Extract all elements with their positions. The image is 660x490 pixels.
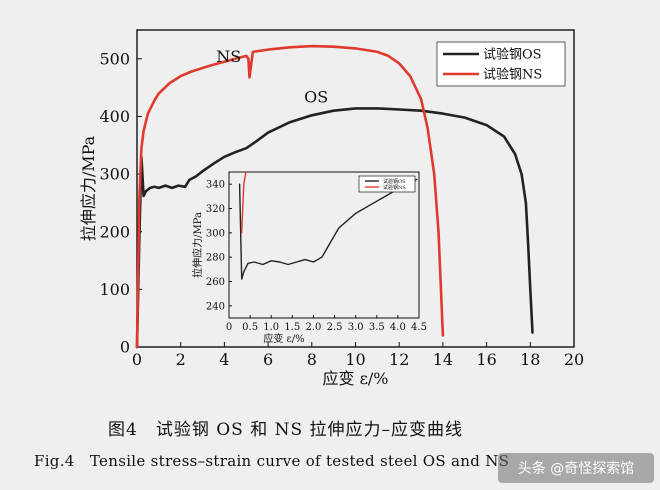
inset-y-tick-label: 320 — [206, 204, 225, 215]
inset-legend-box — [358, 175, 416, 193]
figure-caption-chinese: 图4 试验钢 OS 和 NS 拉伸应力–应变曲线 — [108, 420, 464, 440]
inset-y-tick-label: 260 — [206, 277, 225, 288]
inset-y-tick-label: 240 — [206, 301, 225, 312]
inset-x-tick-label: 0.5 — [242, 322, 258, 333]
x-tick-label: 20 — [564, 350, 584, 369]
legend-box — [436, 41, 566, 87]
inset-y-tick-label: 280 — [206, 253, 225, 264]
y-axis-label: 拉伸应力/MPa — [79, 135, 98, 241]
inset-series-line-ns — [240, 171, 247, 234]
x-tick-label: 16 — [476, 350, 496, 369]
y-tick-label: 400 — [99, 107, 130, 126]
inset-series-line-os — [238, 178, 418, 280]
inset-x-tick-label: 2.5 — [327, 322, 343, 333]
inset-x-axis-label: 应变 ε/% — [263, 332, 304, 345]
x-tick-label: 0 — [132, 350, 142, 369]
inset-y-tick-label: 340 — [206, 180, 225, 191]
series-line-ns — [135, 44, 445, 349]
legend-label-os: 试验钢OS — [483, 47, 542, 63]
inset-x-tick-label: 3.0 — [348, 322, 364, 333]
y-tick-label: 300 — [99, 165, 130, 184]
inset-chart: 0 0.5 1.0 1.5 2.0 2.5 3.0 3.5 4.0 4.5 240 260 280 300… — [191, 171, 427, 345]
x-tick-label: 10 — [345, 350, 365, 369]
x-tick-label: 8 — [307, 350, 317, 369]
x-tick-label: 4 — [219, 350, 229, 369]
inset-y-tick-label: 300 — [206, 228, 225, 239]
inset-x-tick-label: 0 — [226, 322, 232, 333]
inset-x-tick-label: 1.5 — [284, 322, 300, 333]
y-tick-label: 500 — [99, 49, 130, 68]
x-tick-label: 2 — [176, 350, 186, 369]
inset-x-tick-label: 4.0 — [390, 322, 406, 333]
y-tick-label: 100 — [99, 280, 130, 299]
x-tick-label: 14 — [433, 350, 453, 369]
legend-label-ns: 试验钢NS — [483, 67, 542, 83]
x-axis-label: 应变 ε/% — [323, 369, 389, 388]
inset-x-tick-label: 4.5 — [411, 322, 427, 333]
inset-plot-frame — [228, 171, 420, 319]
watermark: 头条 @奇怪探索馆 — [498, 453, 654, 483]
y-tick-label: 0 — [120, 338, 130, 357]
x-tick-label: 18 — [520, 350, 540, 369]
inset-y-axis-label: 拉伸应力/MPa — [191, 212, 204, 278]
inset-x-tick-label: 2.0 — [305, 322, 321, 333]
annotation-os: OS — [304, 88, 328, 107]
inset-x-tick-label: 3.5 — [369, 322, 385, 333]
annotation-ns: NS — [216, 47, 241, 66]
inset-x-tick-label: 1.0 — [263, 322, 279, 333]
x-tick-label: 12 — [389, 350, 409, 369]
inset-legend-label-os: 试验钢OS — [383, 178, 406, 185]
figure-caption-english: Fig.4 Tensile stress–strain curve of tes… — [34, 452, 510, 470]
series-line-os — [135, 107, 534, 349]
inset-legend-label-ns: 试验钢NS — [383, 184, 406, 191]
x-tick-label: 6 — [263, 350, 273, 369]
y-tick-label: 200 — [99, 222, 130, 241]
